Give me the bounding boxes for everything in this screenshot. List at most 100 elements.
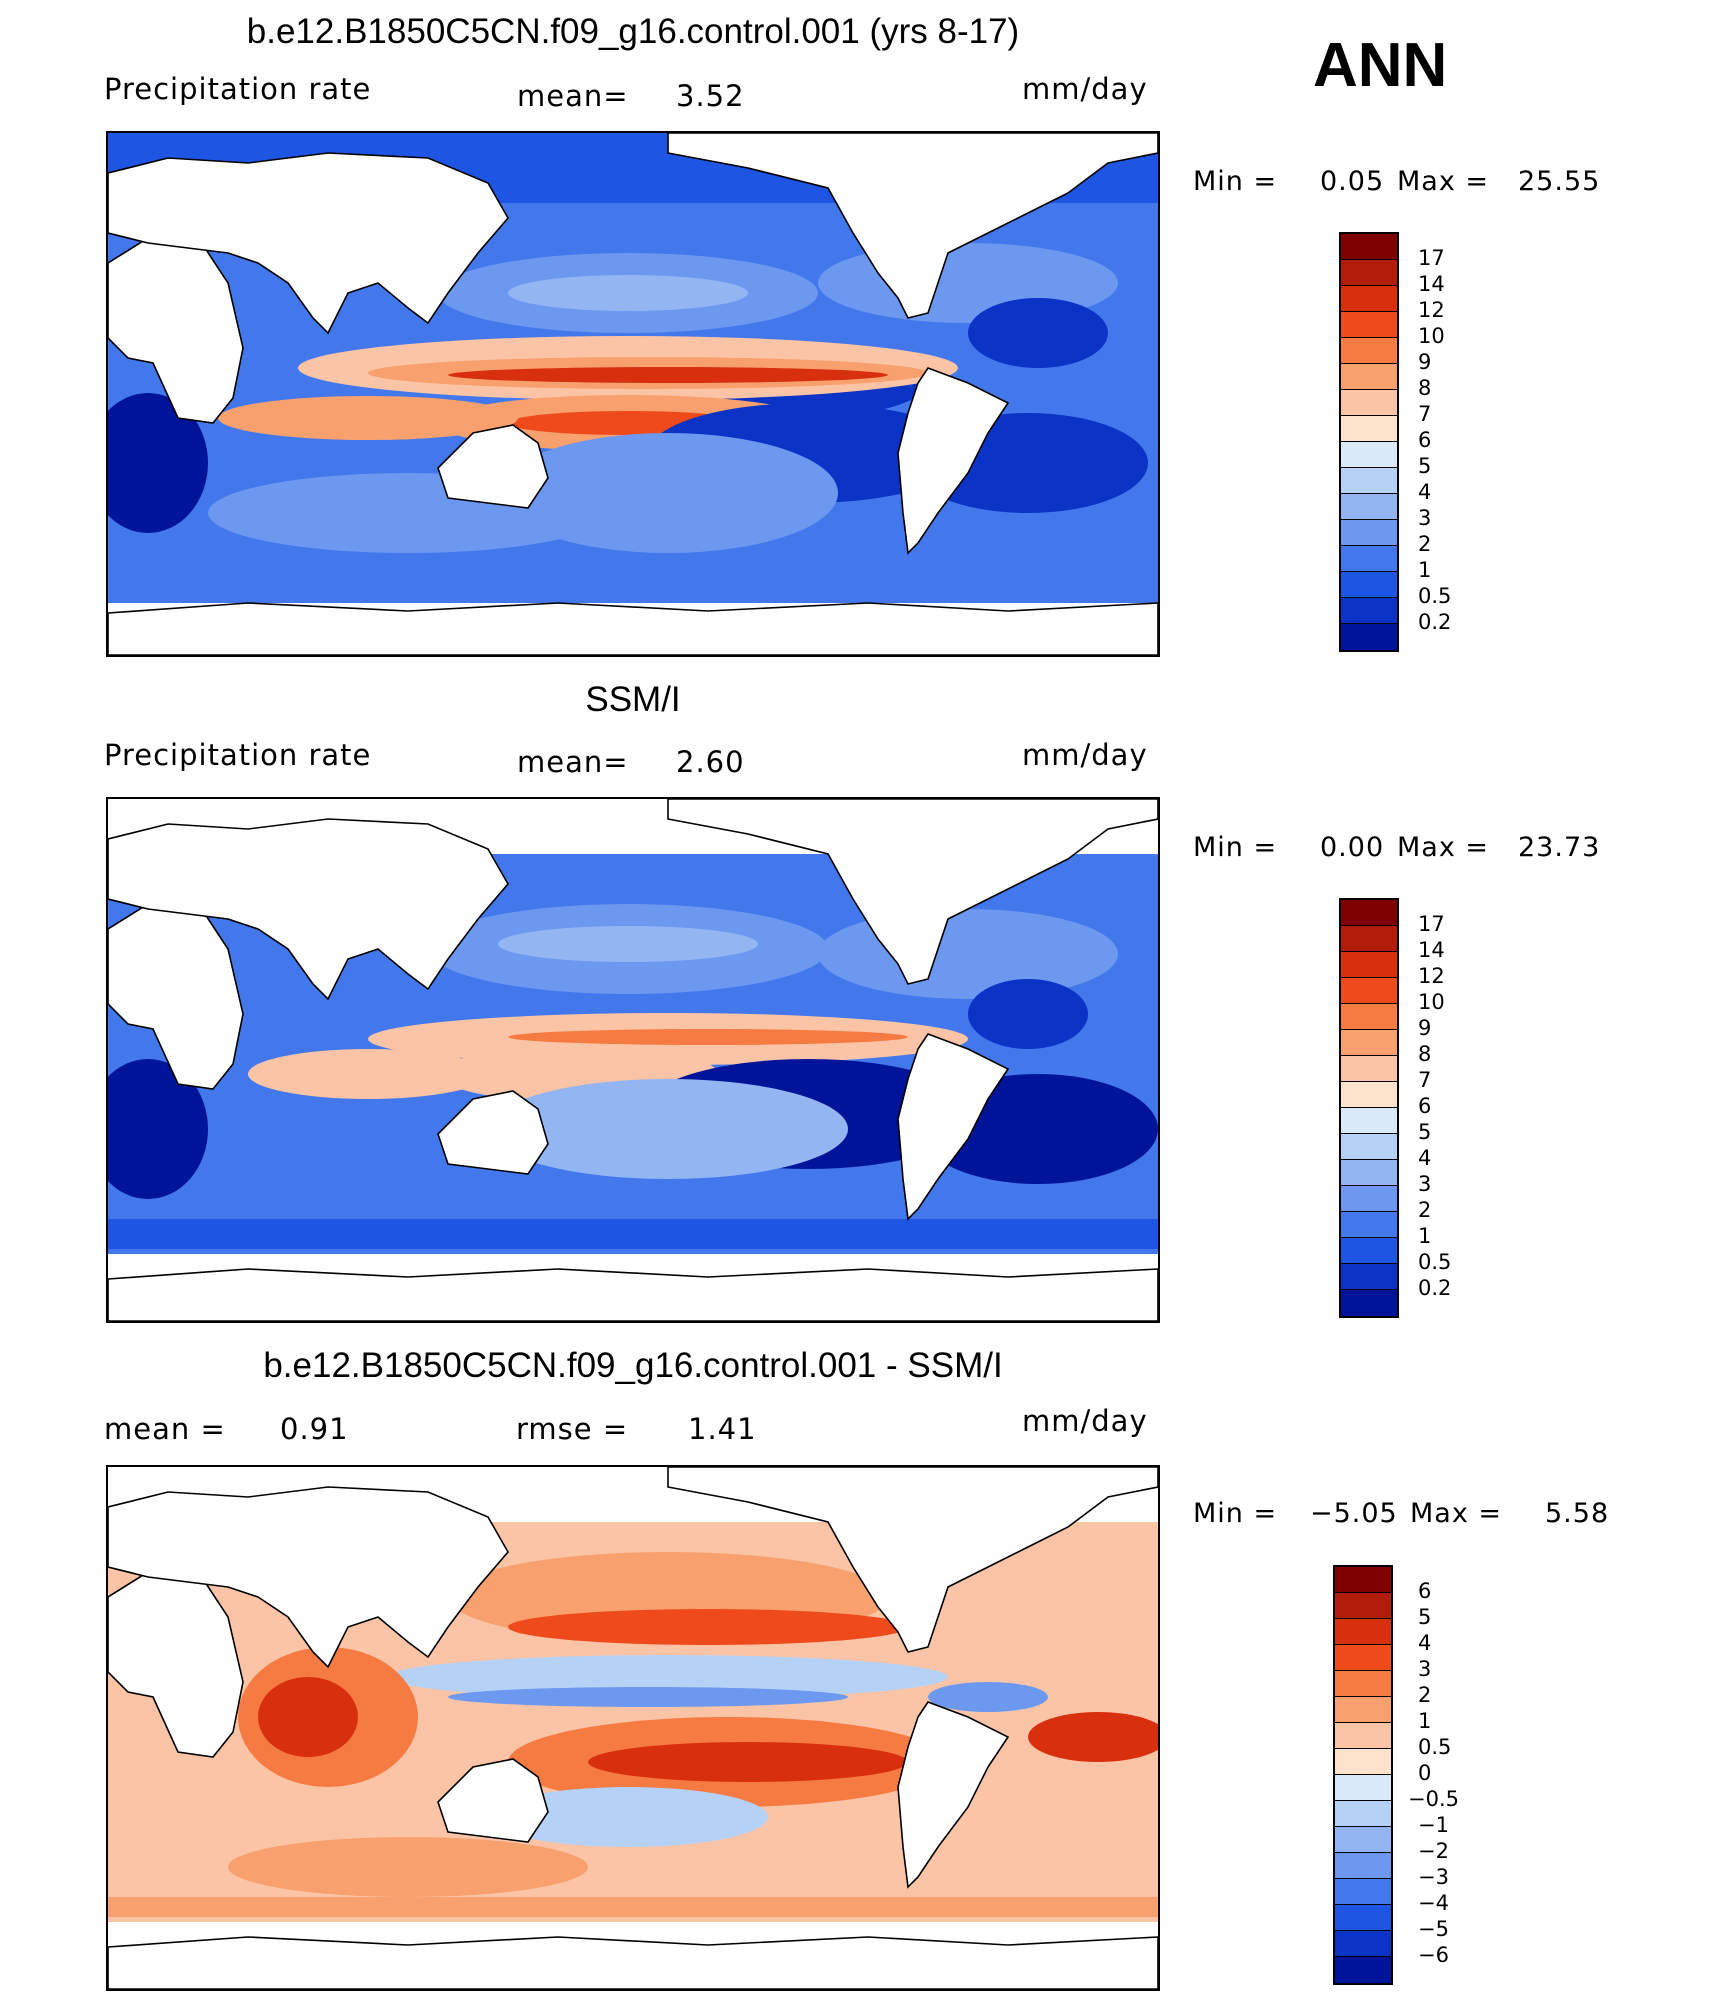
colorbar-label: 4 — [1418, 480, 1432, 504]
colorbar-seg — [1341, 468, 1397, 494]
colorbar-seg — [1341, 1238, 1397, 1264]
colorbar-label: 8 — [1418, 1042, 1432, 1066]
variable-label-obs: Precipitation rate — [104, 738, 372, 772]
colorbar-label: 3 — [1418, 506, 1432, 530]
units-label-diff: mm/day — [1022, 1404, 1148, 1438]
max-label-obs: Max = — [1397, 832, 1490, 863]
colorbar-label: 0.2 — [1418, 610, 1452, 634]
colorbar-seg — [1335, 1593, 1391, 1619]
variable-label-model: Precipitation rate — [104, 72, 372, 106]
colorbar-seg — [1341, 1134, 1397, 1160]
colorbar-label: 10 — [1418, 990, 1445, 1014]
map-obs — [106, 797, 1160, 1323]
colorbar-label: 6 — [1418, 428, 1432, 452]
colorbar-label: 0 — [1418, 1761, 1432, 1785]
mean-value-obs: 2.60 — [676, 745, 745, 779]
coastlines-model — [108, 133, 1158, 655]
colorbar-seg — [1341, 286, 1397, 312]
colorbar-seg — [1341, 572, 1397, 598]
colorbar-label: 3 — [1418, 1657, 1432, 1681]
colorbar-seg — [1335, 1879, 1391, 1905]
colorbar-seg — [1341, 1160, 1397, 1186]
season-label: ANN — [1313, 31, 1448, 100]
colorbar-label: 0.5 — [1418, 584, 1452, 608]
colorbar-seg — [1335, 1775, 1391, 1801]
colorbar-seg — [1341, 1290, 1397, 1316]
colorbar-seg — [1341, 520, 1397, 546]
colorbar-seg — [1341, 900, 1397, 926]
units-label-obs: mm/day — [1022, 738, 1148, 772]
colorbar-model — [1339, 232, 1399, 652]
min-value-obs: 0.00 — [1320, 832, 1385, 863]
colorbar-seg — [1335, 1905, 1391, 1931]
colorbar-seg — [1341, 1186, 1397, 1212]
mean-label-diff: mean = — [104, 1412, 226, 1446]
colorbar-seg — [1341, 1004, 1397, 1030]
colorbar-label: 8 — [1418, 376, 1432, 400]
colorbar-seg — [1341, 338, 1397, 364]
colorbar-seg — [1341, 952, 1397, 978]
colorbar-seg — [1341, 390, 1397, 416]
colorbar-label: 0.5 — [1418, 1735, 1452, 1759]
mean-label-model: mean= — [517, 79, 629, 113]
colorbar-label: 17 — [1418, 912, 1445, 936]
colorbar-seg — [1341, 1212, 1397, 1238]
colorbar-seg — [1341, 234, 1397, 260]
colorbar-seg — [1341, 364, 1397, 390]
colorbar-label: −4 — [1418, 1891, 1449, 1915]
colorbar-seg — [1341, 546, 1397, 572]
colorbar-seg — [1335, 1567, 1391, 1593]
colorbar-label: −1 — [1418, 1813, 1449, 1837]
colorbar-seg — [1341, 1056, 1397, 1082]
colorbar-label: −3 — [1418, 1865, 1449, 1889]
colorbar-seg — [1341, 598, 1397, 624]
max-value-diff: 5.58 — [1545, 1498, 1610, 1529]
colorbar-seg — [1341, 1264, 1397, 1290]
colorbar-label: 6 — [1418, 1094, 1432, 1118]
colorbar-seg — [1335, 1931, 1391, 1957]
colorbar-label: 1 — [1418, 1709, 1432, 1733]
colorbar-seg — [1341, 624, 1397, 650]
colorbar-seg — [1341, 1082, 1397, 1108]
mean-value-diff: 0.91 — [280, 1412, 349, 1446]
colorbar-seg — [1341, 1108, 1397, 1134]
colorbar-label: −5 — [1418, 1917, 1449, 1941]
colorbar-label: 0.5 — [1418, 1250, 1452, 1274]
colorbar-seg — [1335, 1645, 1391, 1671]
max-label-diff: Max = — [1410, 1498, 1503, 1529]
min-value-model: 0.05 — [1320, 166, 1385, 197]
colorbar-seg — [1335, 1801, 1391, 1827]
colorbar-label: 2 — [1418, 1198, 1432, 1222]
colorbar-label: 4 — [1418, 1631, 1432, 1655]
colorbar-label: 14 — [1418, 938, 1445, 962]
colorbar-label: 5 — [1418, 1120, 1432, 1144]
colorbar-seg — [1335, 1671, 1391, 1697]
colorbar-obs — [1339, 898, 1399, 1318]
max-value-obs: 23.73 — [1518, 832, 1601, 863]
colorbar-seg — [1335, 1697, 1391, 1723]
colorbar-label: 17 — [1418, 246, 1445, 270]
colorbar-seg — [1341, 1030, 1397, 1056]
colorbar-seg — [1341, 260, 1397, 286]
min-label-obs: Min = — [1193, 832, 1278, 863]
colorbar-seg — [1341, 926, 1397, 952]
colorbar-seg — [1335, 1853, 1391, 1879]
mean-label-obs: mean= — [517, 745, 629, 779]
map-model — [106, 131, 1160, 657]
colorbar-label: 0.2 — [1418, 1276, 1452, 1300]
colorbar-label: 2 — [1418, 1683, 1432, 1707]
min-label-diff: Min = — [1193, 1498, 1278, 1529]
colorbar-label: 5 — [1418, 454, 1432, 478]
min-value-diff: −5.05 — [1310, 1498, 1398, 1529]
colorbar-label: 4 — [1418, 1146, 1432, 1170]
colorbar-seg — [1335, 1957, 1391, 1983]
colorbar-label: 6 — [1418, 1579, 1432, 1603]
colorbar-label: 3 — [1418, 1172, 1432, 1196]
colorbar-diff — [1333, 1565, 1393, 1985]
colorbar-seg — [1335, 1723, 1391, 1749]
colorbar-seg — [1341, 312, 1397, 338]
colorbar-seg — [1341, 416, 1397, 442]
colorbar-label: 7 — [1418, 402, 1432, 426]
colorbar-label: −6 — [1418, 1943, 1449, 1967]
colorbar-label: −2 — [1418, 1839, 1449, 1863]
